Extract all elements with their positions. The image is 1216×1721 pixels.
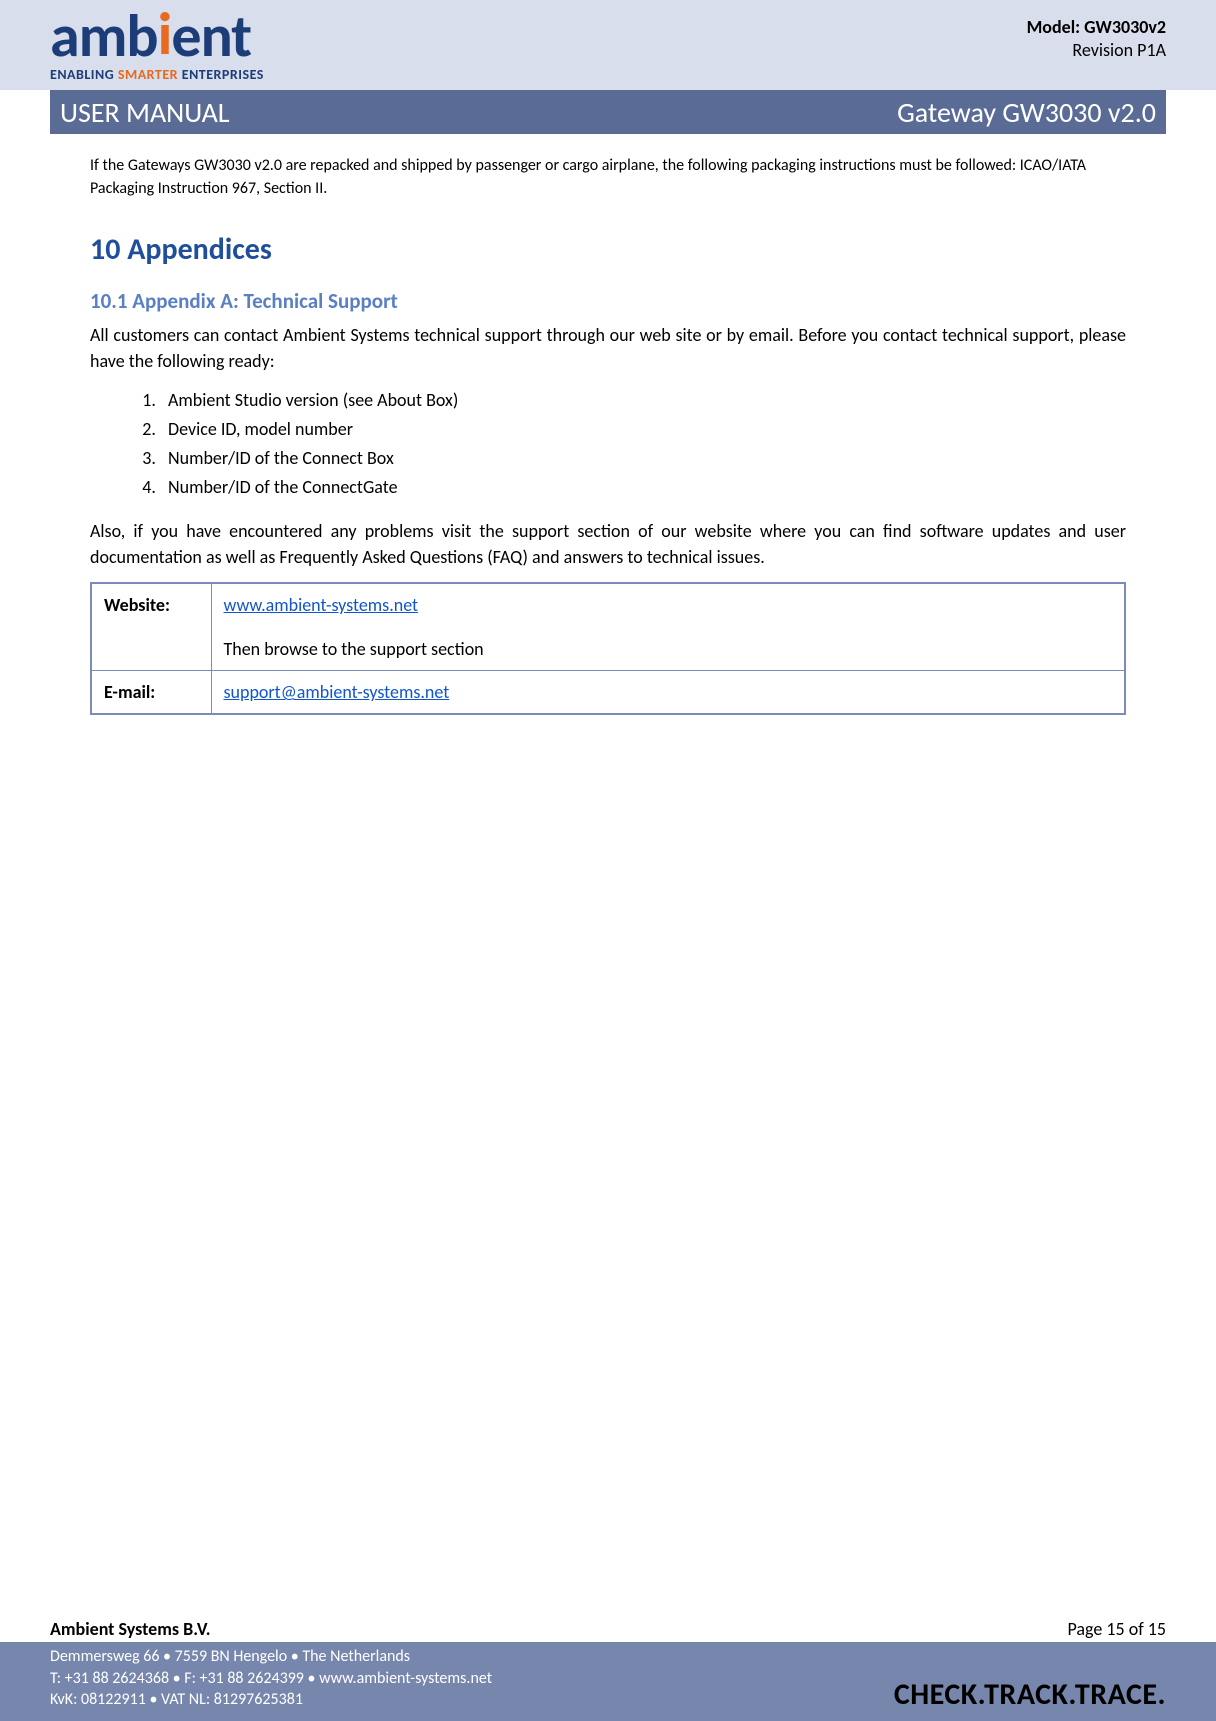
footer-bottom: Demmersweg 66 • 7559 BN Hengelo • The Ne…	[0, 1642, 1216, 1721]
checklist: Ambient Studio version (see About Box) D…	[160, 387, 1126, 500]
table-cell-label: E-mail:	[91, 671, 211, 715]
title-left: USER MANUAL	[60, 95, 230, 130]
page: Draft ambient ENABLING SMARTER ENTERPRIS…	[0, 0, 1216, 1721]
logo-block: ambient ENABLING SMARTER ENTERPRISES	[50, 10, 264, 83]
table-cell-value: www.ambient-systems.net Then browse to t…	[211, 583, 1125, 671]
revision-label: Revision P1A	[1027, 39, 1166, 62]
table-subtext: Then browse to the support section	[224, 636, 1113, 662]
logo-wordmark: ambient	[50, 10, 264, 64]
model-block: Model: GW3030v2 Revision P1A	[1027, 10, 1166, 63]
logo-text-pre: amb	[50, 0, 158, 73]
content-area: If the Gateways GW3030 v2.0 are repacked…	[90, 154, 1126, 715]
title-right: Gateway GW3030 v2.0	[897, 95, 1156, 130]
website-link[interactable]: www.ambient-systems.net	[224, 594, 419, 616]
page-header: ambient ENABLING SMARTER ENTERPRISES Mod…	[0, 0, 1216, 90]
page-number: Page 15 of 15	[1068, 1618, 1167, 1640]
page-footer: Ambient Systems B.V. Page 15 of 15 Demme…	[0, 1618, 1216, 1721]
logo-text-post: ent	[171, 0, 251, 73]
logo-dot-icon: i	[158, 0, 172, 71]
title-bar: USER MANUAL Gateway GW3030 v2.0	[50, 90, 1166, 134]
list-item: Number/ID of the Connect Box	[160, 445, 1126, 471]
heading-1: 10 Appendices	[90, 228, 1126, 272]
intro-paragraph: If the Gateways GW3030 v2.0 are repacked…	[90, 154, 1126, 200]
table-row: E-mail: support@ambient-systems.net	[91, 671, 1125, 715]
paragraph-2: Also, if you have encountered any proble…	[90, 518, 1126, 570]
footer-tagline: CHECK.TRACK.TRACE.	[894, 1675, 1166, 1716]
footer-line-1: Demmersweg 66 • 7559 BN Hengelo • The Ne…	[50, 1646, 1166, 1668]
heading-2: 10.1 Appendix A: Technical Support	[90, 286, 1126, 316]
paragraph-1: All customers can contact Ambient System…	[90, 322, 1126, 374]
footer-top: Ambient Systems B.V. Page 15 of 15	[0, 1618, 1216, 1642]
email-link[interactable]: support@ambient-systems.net	[224, 681, 450, 703]
model-label: Model: GW3030v2	[1027, 16, 1166, 39]
table-row: Website: www.ambient-systems.net Then br…	[91, 583, 1125, 671]
footer-company: Ambient Systems B.V.	[50, 1618, 211, 1640]
table-cell-label: Website:	[91, 583, 211, 671]
list-item: Ambient Studio version (see About Box)	[160, 387, 1126, 413]
list-item: Device ID, model number	[160, 416, 1126, 442]
table-cell-value: support@ambient-systems.net	[211, 671, 1125, 715]
contact-table: Website: www.ambient-systems.net Then br…	[90, 582, 1126, 715]
list-item: Number/ID of the ConnectGate	[160, 474, 1126, 500]
